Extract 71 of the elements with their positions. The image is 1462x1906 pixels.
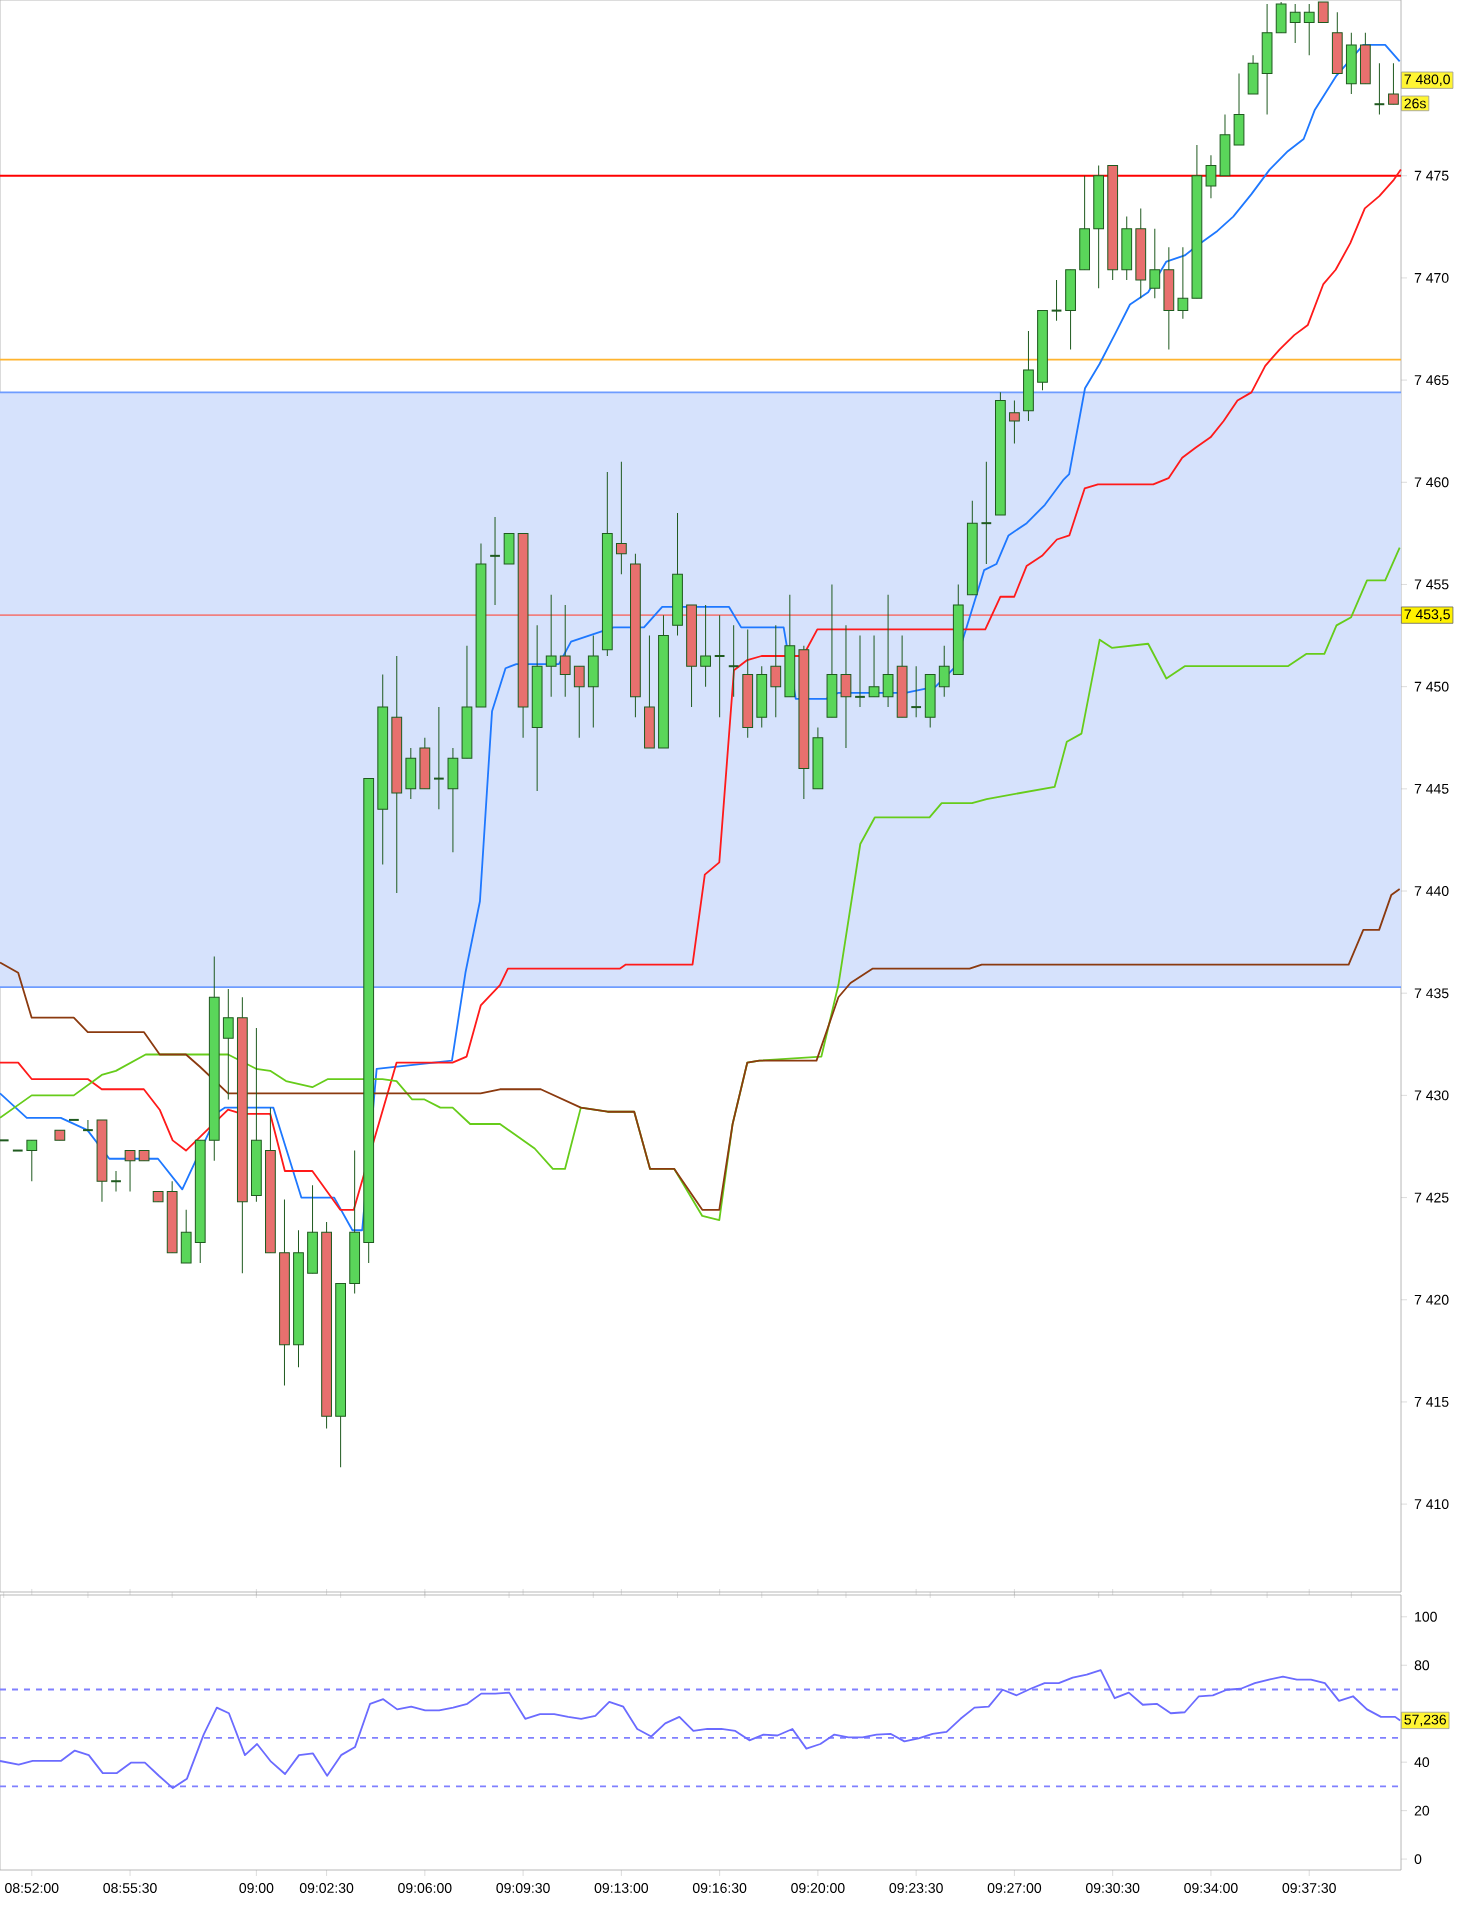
line-series <box>0 1669 1402 1789</box>
y-tick-label: 7 450 <box>1414 681 1449 692</box>
x-tick-label: 09:16:30 <box>692 1883 747 1893</box>
candlestick <box>615 461 627 575</box>
y-tick-label: 80 <box>1414 1660 1430 1671</box>
x-tick-label: 09:30:30 <box>1085 1883 1140 1893</box>
x-tick-label: 09:13:00 <box>594 1883 649 1893</box>
x-tick-label: 08:52:00 <box>5 1883 59 1893</box>
candlestick <box>1289 3 1301 44</box>
y-tick-label: 7 420 <box>1414 1294 1449 1305</box>
text: 26s <box>1404 98 1426 109</box>
candlestick <box>559 604 571 698</box>
y-tick-label: 0 <box>1414 1854 1422 1865</box>
candlestick <box>840 624 852 749</box>
candlestick <box>938 645 950 698</box>
text: 7 480,0 <box>1404 74 1450 86</box>
annotation: 57,236 <box>1404 1714 1446 1727</box>
candlestick <box>727 624 740 698</box>
y-tick-label: 7 470 <box>1414 272 1449 283</box>
candlestick <box>1205 154 1217 199</box>
y-tick-label: 7 460 <box>1414 477 1449 488</box>
candlestick <box>26 1139 38 1182</box>
candlestick <box>854 635 866 708</box>
candlestick <box>82 1119 94 1132</box>
candlestick <box>110 1170 122 1192</box>
y-tick-label: 7 425 <box>1414 1192 1449 1203</box>
y-tick-label: 7 430 <box>1414 1090 1449 1101</box>
candlestick <box>868 635 880 698</box>
y-tick-label: 7 465 <box>1414 375 1449 386</box>
candlestick <box>222 988 234 1100</box>
y-tick-label: 7 445 <box>1414 783 1449 794</box>
candlestick <box>1373 62 1386 115</box>
x-tick-label: 09:37:30 <box>1282 1883 1336 1893</box>
y-tick-label: 7 415 <box>1414 1397 1449 1407</box>
y-tick-label: 20 <box>1414 1805 1430 1816</box>
x-tick-label: 09:23:30 <box>889 1883 943 1893</box>
candlestick <box>432 706 445 810</box>
candlestick <box>980 461 993 565</box>
candlestick <box>573 665 585 739</box>
y-tick-label: 7 455 <box>1414 579 1449 590</box>
candlestick <box>489 516 501 606</box>
candlestick <box>713 614 726 718</box>
x-tick-label: 09:02:30 <box>299 1883 354 1893</box>
y-tick-label: 40 <box>1414 1757 1430 1768</box>
x-tick-label: 09:20:00 <box>791 1883 845 1893</box>
x-tick-label: 09:00 <box>239 1883 274 1893</box>
candlestick <box>1050 279 1063 322</box>
x-tick-label: 08:55:30 <box>103 1883 157 1893</box>
y-tick-label: 100 <box>1415 1611 1437 1622</box>
y-tick-label: 7 435 <box>1414 988 1449 999</box>
ref-line-label: 7 453,5 <box>1404 609 1450 621</box>
candlestick <box>1303 3 1315 56</box>
y-tick-label: 7 475 <box>1414 170 1449 181</box>
x-tick-label: 09:09:30 <box>496 1883 550 1893</box>
candlestick <box>700 604 711 688</box>
candlestick <box>545 594 557 698</box>
candlestick <box>1009 400 1020 444</box>
candlestick <box>1149 228 1161 299</box>
y-tick-label: 7 410 <box>1414 1499 1449 1510</box>
x-tick-label: 09:27:00 <box>987 1883 1042 1893</box>
y-tick-label: 7 440 <box>1414 886 1449 896</box>
candlestick <box>124 1150 136 1192</box>
x-tick-label: 09:34:00 <box>1184 1883 1238 1893</box>
x-tick-label: 09:06:00 <box>398 1883 452 1893</box>
candlestick <box>1317 1 1329 23</box>
line-series <box>0 888 1401 1211</box>
candlestick <box>1388 62 1399 105</box>
candlestick <box>910 665 923 718</box>
candlestick <box>882 594 894 708</box>
candlestick <box>1177 246 1189 320</box>
candlestick <box>770 624 782 718</box>
